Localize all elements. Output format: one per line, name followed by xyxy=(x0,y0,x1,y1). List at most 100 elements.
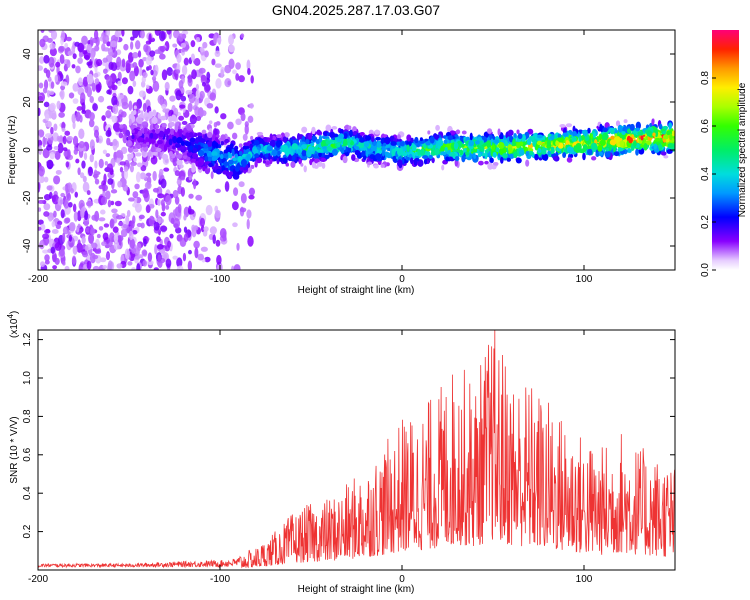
ridge-cell xyxy=(663,134,669,140)
ridge-cell xyxy=(161,153,169,160)
noise-blob xyxy=(152,187,160,193)
noise-blob xyxy=(64,42,69,49)
noise-blob xyxy=(199,217,206,227)
snr-scale-exponent: 4 xyxy=(6,314,15,319)
noise-blob xyxy=(90,227,96,236)
ridge-cell xyxy=(366,161,373,166)
ridge-cell xyxy=(150,138,156,144)
noise-blob xyxy=(191,226,197,238)
noise-blob xyxy=(110,40,117,48)
noise-blob xyxy=(42,148,50,159)
ridge-cell xyxy=(254,153,259,158)
noise-blob xyxy=(105,129,112,138)
ridge-cell xyxy=(202,165,206,172)
noise-blob xyxy=(183,226,188,233)
noise-blob xyxy=(214,50,221,58)
noise-blob xyxy=(172,155,178,167)
noise-blob xyxy=(142,71,148,79)
noise-blob xyxy=(60,209,65,219)
spectrogram-ylabel: Frequency (Hz) xyxy=(7,116,18,185)
noise-blob xyxy=(175,89,182,101)
noise-blob xyxy=(209,226,217,235)
ridge-cell xyxy=(497,128,501,136)
noise-blob xyxy=(132,191,139,199)
noise-blob xyxy=(126,209,131,218)
ridge-cell xyxy=(137,117,143,125)
y-tick-label: 40 xyxy=(22,48,33,60)
noise-blob xyxy=(180,186,185,197)
ridge-cell xyxy=(197,162,202,168)
noise-blob xyxy=(92,103,98,112)
noise-blob xyxy=(194,106,200,117)
noise-blob xyxy=(130,41,134,50)
noise-blob xyxy=(105,190,111,200)
ridge-cell xyxy=(141,121,148,126)
noise-blob xyxy=(51,228,59,234)
noise-blob xyxy=(128,100,133,111)
noise-blob xyxy=(169,95,176,102)
ridge-cell xyxy=(127,145,134,153)
ridge-cell xyxy=(175,143,182,148)
noise-blob xyxy=(139,172,147,180)
noise-blob xyxy=(154,49,161,55)
noise-blob xyxy=(89,112,95,121)
noise-blob xyxy=(195,115,202,121)
noise-blob xyxy=(238,181,245,188)
ridge-cell xyxy=(495,147,500,153)
noise-blob xyxy=(102,47,110,52)
noise-blob xyxy=(183,206,190,218)
ridge-cell xyxy=(316,161,323,167)
noise-blob xyxy=(134,202,142,213)
noise-blob xyxy=(149,50,156,57)
ridge-cell xyxy=(660,151,667,156)
ridge-cell xyxy=(215,168,222,175)
ridge-cell xyxy=(161,122,167,128)
ridge-cell xyxy=(515,157,522,164)
noise-blob xyxy=(71,64,76,69)
ridge-cell xyxy=(652,132,656,137)
ridge-cell xyxy=(239,150,243,156)
ridge-cell xyxy=(297,148,301,155)
noise-blob xyxy=(60,81,68,87)
noise-blob xyxy=(86,200,94,207)
noise-blob xyxy=(46,159,54,170)
noise-blob xyxy=(80,207,85,219)
noise-blob xyxy=(86,190,91,196)
ridge-cell xyxy=(635,121,641,130)
ridge-cell xyxy=(615,120,621,127)
ridge-cell xyxy=(573,145,577,152)
ridge-cell xyxy=(419,148,425,156)
ridge-cell xyxy=(439,147,446,152)
noise-blob xyxy=(71,113,76,124)
noise-blob xyxy=(110,189,118,194)
noise-blob xyxy=(172,255,178,260)
ridge-cell xyxy=(253,139,260,146)
noise-blob xyxy=(123,166,129,172)
noise-blob xyxy=(180,176,186,181)
noise-blob xyxy=(83,152,88,161)
noise-blob xyxy=(200,246,208,252)
noise-blob xyxy=(105,153,111,158)
noise-blob xyxy=(133,65,139,77)
noise-blob xyxy=(44,113,50,121)
noise-blob xyxy=(156,236,161,243)
ridge-cell xyxy=(581,134,585,141)
noise-blob xyxy=(51,194,60,205)
noise-blob xyxy=(220,113,227,120)
ridge-cell xyxy=(669,133,673,141)
ridge-cell xyxy=(184,141,192,147)
noise-blob xyxy=(183,233,189,243)
noise-blob xyxy=(183,214,187,221)
ridge-cell xyxy=(282,157,288,164)
noise-blob xyxy=(102,149,108,155)
ridge-cell xyxy=(214,137,219,142)
noise-blob xyxy=(60,192,65,198)
noise-blob xyxy=(159,53,166,60)
ridge-cell xyxy=(643,143,648,151)
noise-blob xyxy=(68,92,75,99)
snr-scale-suffix: ) xyxy=(9,311,20,314)
noise-blob xyxy=(148,65,152,71)
noise-blob xyxy=(105,110,112,119)
ridge-cell xyxy=(518,141,524,147)
